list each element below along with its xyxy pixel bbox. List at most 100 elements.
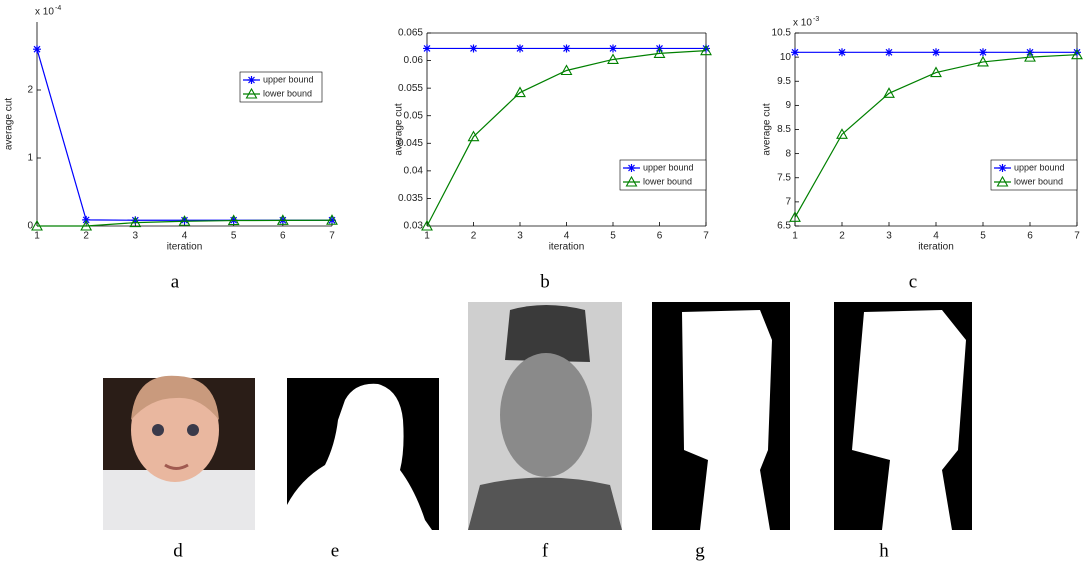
panel-caption: f: [542, 540, 549, 561]
series-line: [37, 219, 333, 227]
x-tick-label: 5: [980, 231, 986, 242]
marker-triangle: [625, 175, 638, 187]
mask-man-refined: [834, 302, 972, 530]
marker-triangle: [227, 214, 240, 226]
marker-star: [180, 216, 189, 225]
y-tick-label: 0.06: [404, 55, 424, 66]
y-multiplier-base: x 10: [793, 18, 812, 29]
marker-triangle: [653, 47, 666, 58]
y-tick-label: 8.5: [777, 124, 791, 135]
marker-triangle: [31, 219, 43, 231]
x-tick-label: 2: [83, 231, 89, 242]
marker-triangle: [789, 211, 801, 222]
x-tick-label: 6: [280, 231, 286, 242]
photo-baby: [103, 375, 255, 530]
x-axis-label: iteration: [167, 242, 203, 253]
y-tick-label: 7: [785, 197, 791, 208]
marker-star: [469, 44, 478, 53]
legend-label: upper bound: [263, 74, 314, 84]
y-tick-label: 0.065: [398, 28, 423, 39]
marker-star: [627, 164, 636, 172]
y-tick-label: 7.5: [777, 172, 791, 183]
marker-triangle: [700, 44, 712, 56]
y-tick-label: 0.055: [398, 83, 423, 94]
panel-caption: a: [171, 271, 180, 292]
panel-caption: h: [879, 540, 889, 561]
marker-triangle: [977, 55, 989, 67]
photo-man: [468, 302, 622, 530]
x-tick-label: 6: [1027, 231, 1033, 242]
x-tick-label: 5: [610, 231, 616, 242]
legend-label: lower bound: [643, 176, 692, 186]
y-multiplier-base: x 10: [35, 7, 54, 18]
marker-star: [131, 216, 140, 225]
marker-triangle: [607, 53, 619, 65]
x-tick-label: 4: [564, 231, 570, 242]
x-tick-label: 4: [933, 231, 939, 242]
marker-triangle: [836, 128, 848, 139]
marker-star: [1073, 48, 1081, 57]
marker-star: [33, 45, 41, 54]
y-tick-label: 6.5: [777, 221, 791, 232]
y-tick-label: 1: [27, 153, 33, 164]
marker-triangle: [467, 130, 480, 142]
marker-star: [247, 76, 256, 84]
marker-triangle: [996, 175, 1009, 187]
mask-baby: [287, 378, 439, 530]
legend-label: lower bound: [263, 88, 312, 98]
y-tick-label: 0.04: [404, 165, 424, 176]
marker-triangle: [560, 64, 573, 76]
marker-star: [791, 48, 799, 57]
panel-caption: b: [540, 271, 550, 292]
y-multiplier-exponent: -4: [55, 5, 61, 12]
mask-man: [652, 302, 790, 530]
y-tick-label: 9.5: [777, 76, 791, 87]
marker-triangle: [178, 215, 191, 226]
y-tick-label: 0.045: [398, 138, 423, 149]
marker-triangle: [514, 86, 526, 98]
x-tick-label: 7: [329, 231, 335, 242]
x-tick-label: 1: [424, 231, 430, 242]
marker-star: [423, 44, 431, 53]
y-tick-label: 0.05: [404, 110, 424, 121]
y-axis-label: average cut: [394, 103, 405, 155]
y-multiplier-exponent: -3: [813, 16, 819, 23]
marker-star: [998, 164, 1007, 172]
marker-star: [838, 48, 846, 57]
x-tick-label: 7: [1074, 231, 1080, 242]
y-axis-label: average cut: [762, 103, 773, 155]
marker-triangle: [326, 214, 338, 225]
y-tick-label: 9: [785, 100, 791, 111]
x-tick-label: 1: [792, 231, 798, 242]
y-tick-label: 10: [780, 52, 792, 63]
marker-star: [702, 44, 710, 53]
marker-star: [979, 48, 987, 57]
x-tick-label: 6: [657, 231, 663, 242]
panel-caption: d: [173, 540, 183, 561]
marker-star: [885, 48, 893, 57]
marker-triangle: [80, 219, 93, 231]
x-axis-label: iteration: [549, 242, 585, 253]
x-tick-label: 3: [517, 231, 523, 242]
marker-triangle: [129, 216, 142, 228]
x-tick-label: 3: [886, 231, 892, 242]
y-tick-label: 0.035: [398, 193, 423, 204]
marker-triangle: [276, 214, 289, 225]
marker-triangle: [245, 87, 258, 99]
panel-caption: c: [909, 271, 917, 292]
marker-triangle: [1071, 48, 1083, 60]
legend-label: upper bound: [643, 162, 694, 172]
marker-star: [609, 44, 617, 53]
y-tick-label: 0.03: [404, 221, 424, 232]
series-line: [794, 54, 1078, 218]
marker-triangle: [1024, 50, 1036, 62]
marker-star: [562, 44, 571, 53]
x-tick-label: 1: [34, 231, 40, 242]
y-tick-label: 8: [785, 148, 791, 159]
x-tick-label: 7: [703, 231, 709, 242]
x-tick-label: 2: [839, 231, 845, 242]
marker-star: [932, 48, 940, 57]
x-tick-label: 2: [471, 231, 477, 242]
x-tick-label: 3: [133, 231, 139, 242]
